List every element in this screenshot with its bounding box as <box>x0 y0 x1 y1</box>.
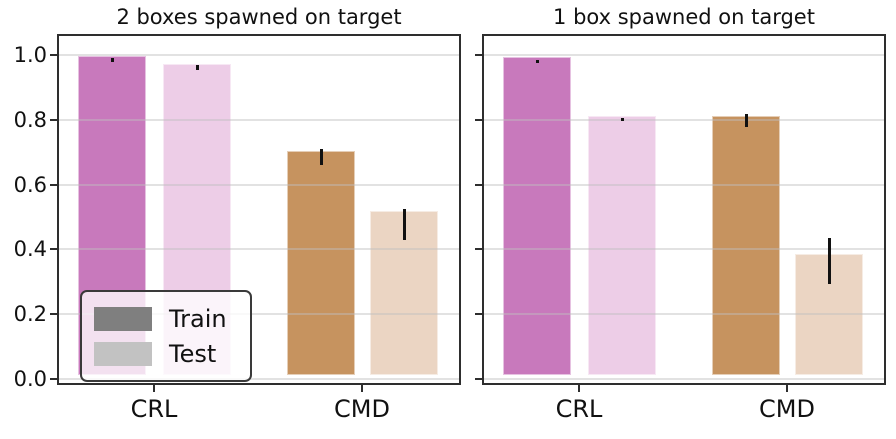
x-tick-mark <box>153 385 155 392</box>
error-bar <box>535 59 539 64</box>
y-tick-mark <box>50 183 57 186</box>
y-tick-label: 0.0 <box>13 367 47 391</box>
x-tick-label-crl: CRL <box>130 395 178 423</box>
train-swatch <box>94 306 152 331</box>
y-tick-label: 0.2 <box>13 302 47 327</box>
y-tick-label: 0.8 <box>13 107 47 132</box>
y-tick-mark <box>475 313 482 316</box>
y-tick-mark <box>50 313 57 316</box>
y-tick-mark <box>50 248 57 251</box>
bar-crl-test <box>588 115 656 375</box>
y-tick-mark <box>50 378 57 380</box>
y-tick-label: 0.6 <box>13 172 47 197</box>
legend: Train Test <box>80 290 252 382</box>
subplot-1-box: 1 box spawned on target CRL CMD <box>475 5 886 423</box>
legend-label-train: Train <box>169 304 227 333</box>
bar-cmd-train <box>712 115 780 375</box>
y-tick-mark <box>50 54 57 56</box>
x-tick-mark <box>578 385 580 392</box>
error-bar <box>195 65 199 70</box>
bar-crl-train <box>503 57 571 375</box>
plot-area: Train Test 0.0 0.2 0.4 0.6 0.8 1.0 CRL CMD <box>14 34 461 423</box>
y-tick-mark <box>475 54 482 56</box>
y-tick-mark <box>475 248 482 251</box>
bar-cmd-train <box>287 151 355 375</box>
y-tick-label: 1.0 <box>13 43 47 67</box>
y-tick-mark <box>475 183 482 186</box>
x-tick-mark <box>786 385 788 392</box>
error-bar <box>402 208 406 240</box>
x-tick-label-cmd: CMD <box>759 395 815 423</box>
subplot-2-boxes: 2 boxes spawned on target Train Test 0.0… <box>14 5 461 423</box>
legend-row-train: Train <box>94 304 238 333</box>
y-tick-label: 0.4 <box>13 237 47 262</box>
x-tick-label-crl: CRL <box>555 395 603 423</box>
gridline <box>484 54 884 56</box>
y-tick-mark <box>50 118 57 121</box>
subplot-title: 2 boxes spawned on target <box>116 5 402 29</box>
subplot-title: 1 box spawned on target <box>553 5 815 29</box>
legend-row-test: Test <box>94 339 238 368</box>
plot-area: CRL CMD <box>475 34 886 423</box>
error-bar <box>110 57 114 63</box>
x-tick-label-cmd: CMD <box>334 395 390 423</box>
test-swatch <box>94 341 152 366</box>
error-bar <box>319 148 323 166</box>
error-bar <box>744 113 748 127</box>
y-tick-mark <box>475 118 482 121</box>
error-bar <box>620 117 624 122</box>
error-bar <box>827 238 831 285</box>
gridline <box>484 378 884 380</box>
x-tick-mark <box>361 385 363 392</box>
y-tick-mark <box>475 378 482 380</box>
legend-label-test: Test <box>169 339 217 368</box>
